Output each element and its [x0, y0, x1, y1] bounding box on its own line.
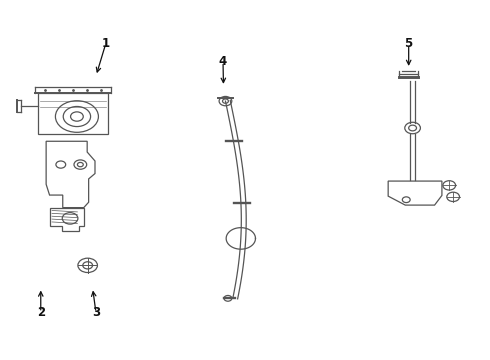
Text: 3: 3 [92, 306, 100, 319]
Text: 1: 1 [102, 37, 110, 50]
Text: 4: 4 [219, 55, 227, 68]
Text: 2: 2 [37, 306, 45, 319]
Text: 5: 5 [405, 37, 413, 50]
